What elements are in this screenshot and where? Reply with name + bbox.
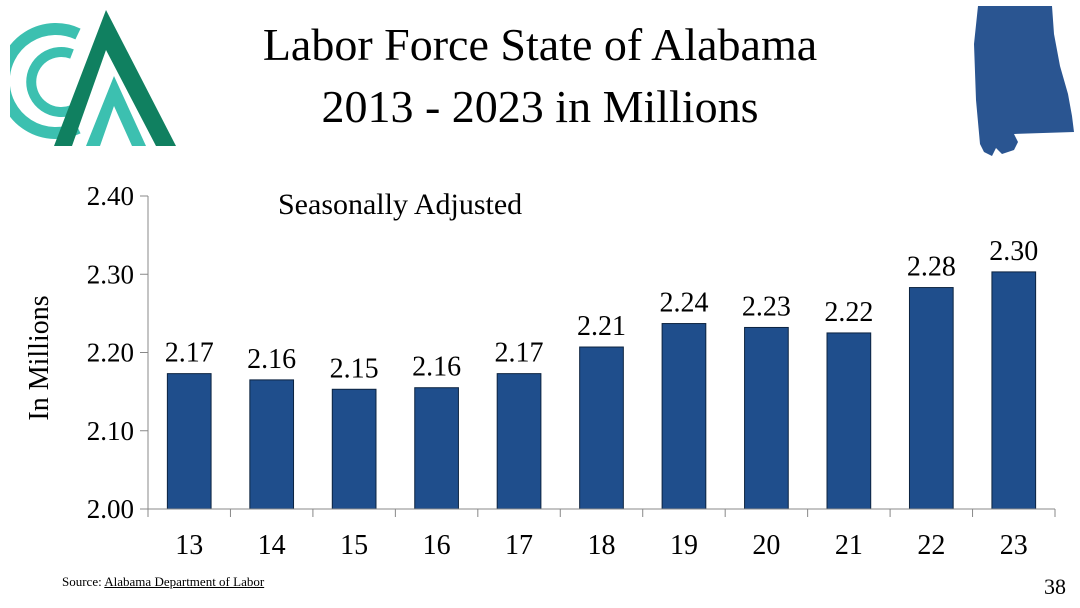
bar xyxy=(744,326,789,510)
logo-teal-mountain xyxy=(86,76,146,146)
source-note: Source: Alabama Department of Labor xyxy=(62,574,264,590)
logo-green-mountain xyxy=(54,10,176,146)
y-axis-title-group: In Millions Seasonally Adjusted 2.00 2.10… xyxy=(24,181,1056,561)
x-tick-label: 15 xyxy=(340,530,368,561)
x-tick-label: 19 xyxy=(670,530,698,561)
y-tick-label: 2.10 xyxy=(87,416,134,446)
x-tick-label: 16 xyxy=(423,530,451,561)
chart-annotation: Seasonally Adjusted xyxy=(278,188,522,221)
x-tick-label: 13 xyxy=(175,530,203,561)
x-tick-label: 18 xyxy=(588,530,616,561)
y-axis-title: In Millions xyxy=(24,295,55,420)
data-label: 2.24 xyxy=(659,288,708,319)
bar xyxy=(249,379,295,510)
page-number: 38 xyxy=(1044,574,1066,599)
x-axis: 13 14 15 16 17 18 19 20 21 22 23 xyxy=(147,508,1056,561)
x-tick-label: 20 xyxy=(752,530,780,561)
data-label: 2.28 xyxy=(907,252,956,283)
y-tick-label: 2.00 xyxy=(87,494,134,524)
data-label: 2.17 xyxy=(495,338,544,369)
data-label: 2.15 xyxy=(330,353,379,384)
bar-chart: In Millions Seasonally Adjusted 2.00 2.10… xyxy=(24,181,1056,561)
logo xyxy=(10,10,176,146)
alabama-map-icon xyxy=(974,6,1074,156)
logo-teal-ring-inner xyxy=(26,47,74,117)
bar xyxy=(908,287,954,510)
slide-title-line2: 2013 - 2023 in Millions xyxy=(321,81,759,132)
y-tick-label: 2.20 xyxy=(87,338,134,368)
x-tick-label: 17 xyxy=(505,530,533,561)
data-label: 2.16 xyxy=(247,344,296,375)
x-tick-label: 14 xyxy=(258,530,286,561)
y-tick-label: 2.30 xyxy=(87,259,134,289)
logo-teal-ring xyxy=(10,23,81,139)
x-tick-label: 21 xyxy=(835,530,863,561)
slide-title: Labor Force State of Alabama 2013 - 2023… xyxy=(180,14,900,138)
data-label: 2.16 xyxy=(412,352,461,383)
y-tick-label: 2.40 xyxy=(87,181,134,211)
bar xyxy=(991,271,1037,510)
bars xyxy=(166,271,1037,510)
alabama-shape xyxy=(974,6,1074,156)
bar xyxy=(166,373,212,510)
x-tick-label: 22 xyxy=(917,530,945,561)
bar xyxy=(331,388,377,510)
data-label: 2.22 xyxy=(824,297,873,328)
bar xyxy=(579,346,624,510)
source-link[interactable]: Alabama Department of Labor xyxy=(104,574,265,589)
data-label: 2.30 xyxy=(989,236,1038,267)
slide-title-line1: Labor Force State of Alabama xyxy=(262,19,818,70)
data-label: 2.17 xyxy=(165,338,214,369)
y-axis: 2.00 2.10 2.20 2.30 2.40 xyxy=(87,181,149,524)
data-label: 2.23 xyxy=(742,291,791,322)
bar xyxy=(826,332,872,510)
data-labels: 2.17 2.16 2.15 2.16 2.17 2.21 2.24 2.23 2.22 2.28… xyxy=(165,236,1039,384)
x-tick-label: 23 xyxy=(1000,530,1028,561)
source-label: Source: xyxy=(62,574,102,589)
bar xyxy=(661,323,707,510)
bar xyxy=(496,373,542,510)
data-label: 2.21 xyxy=(577,311,626,342)
bar xyxy=(414,387,459,510)
